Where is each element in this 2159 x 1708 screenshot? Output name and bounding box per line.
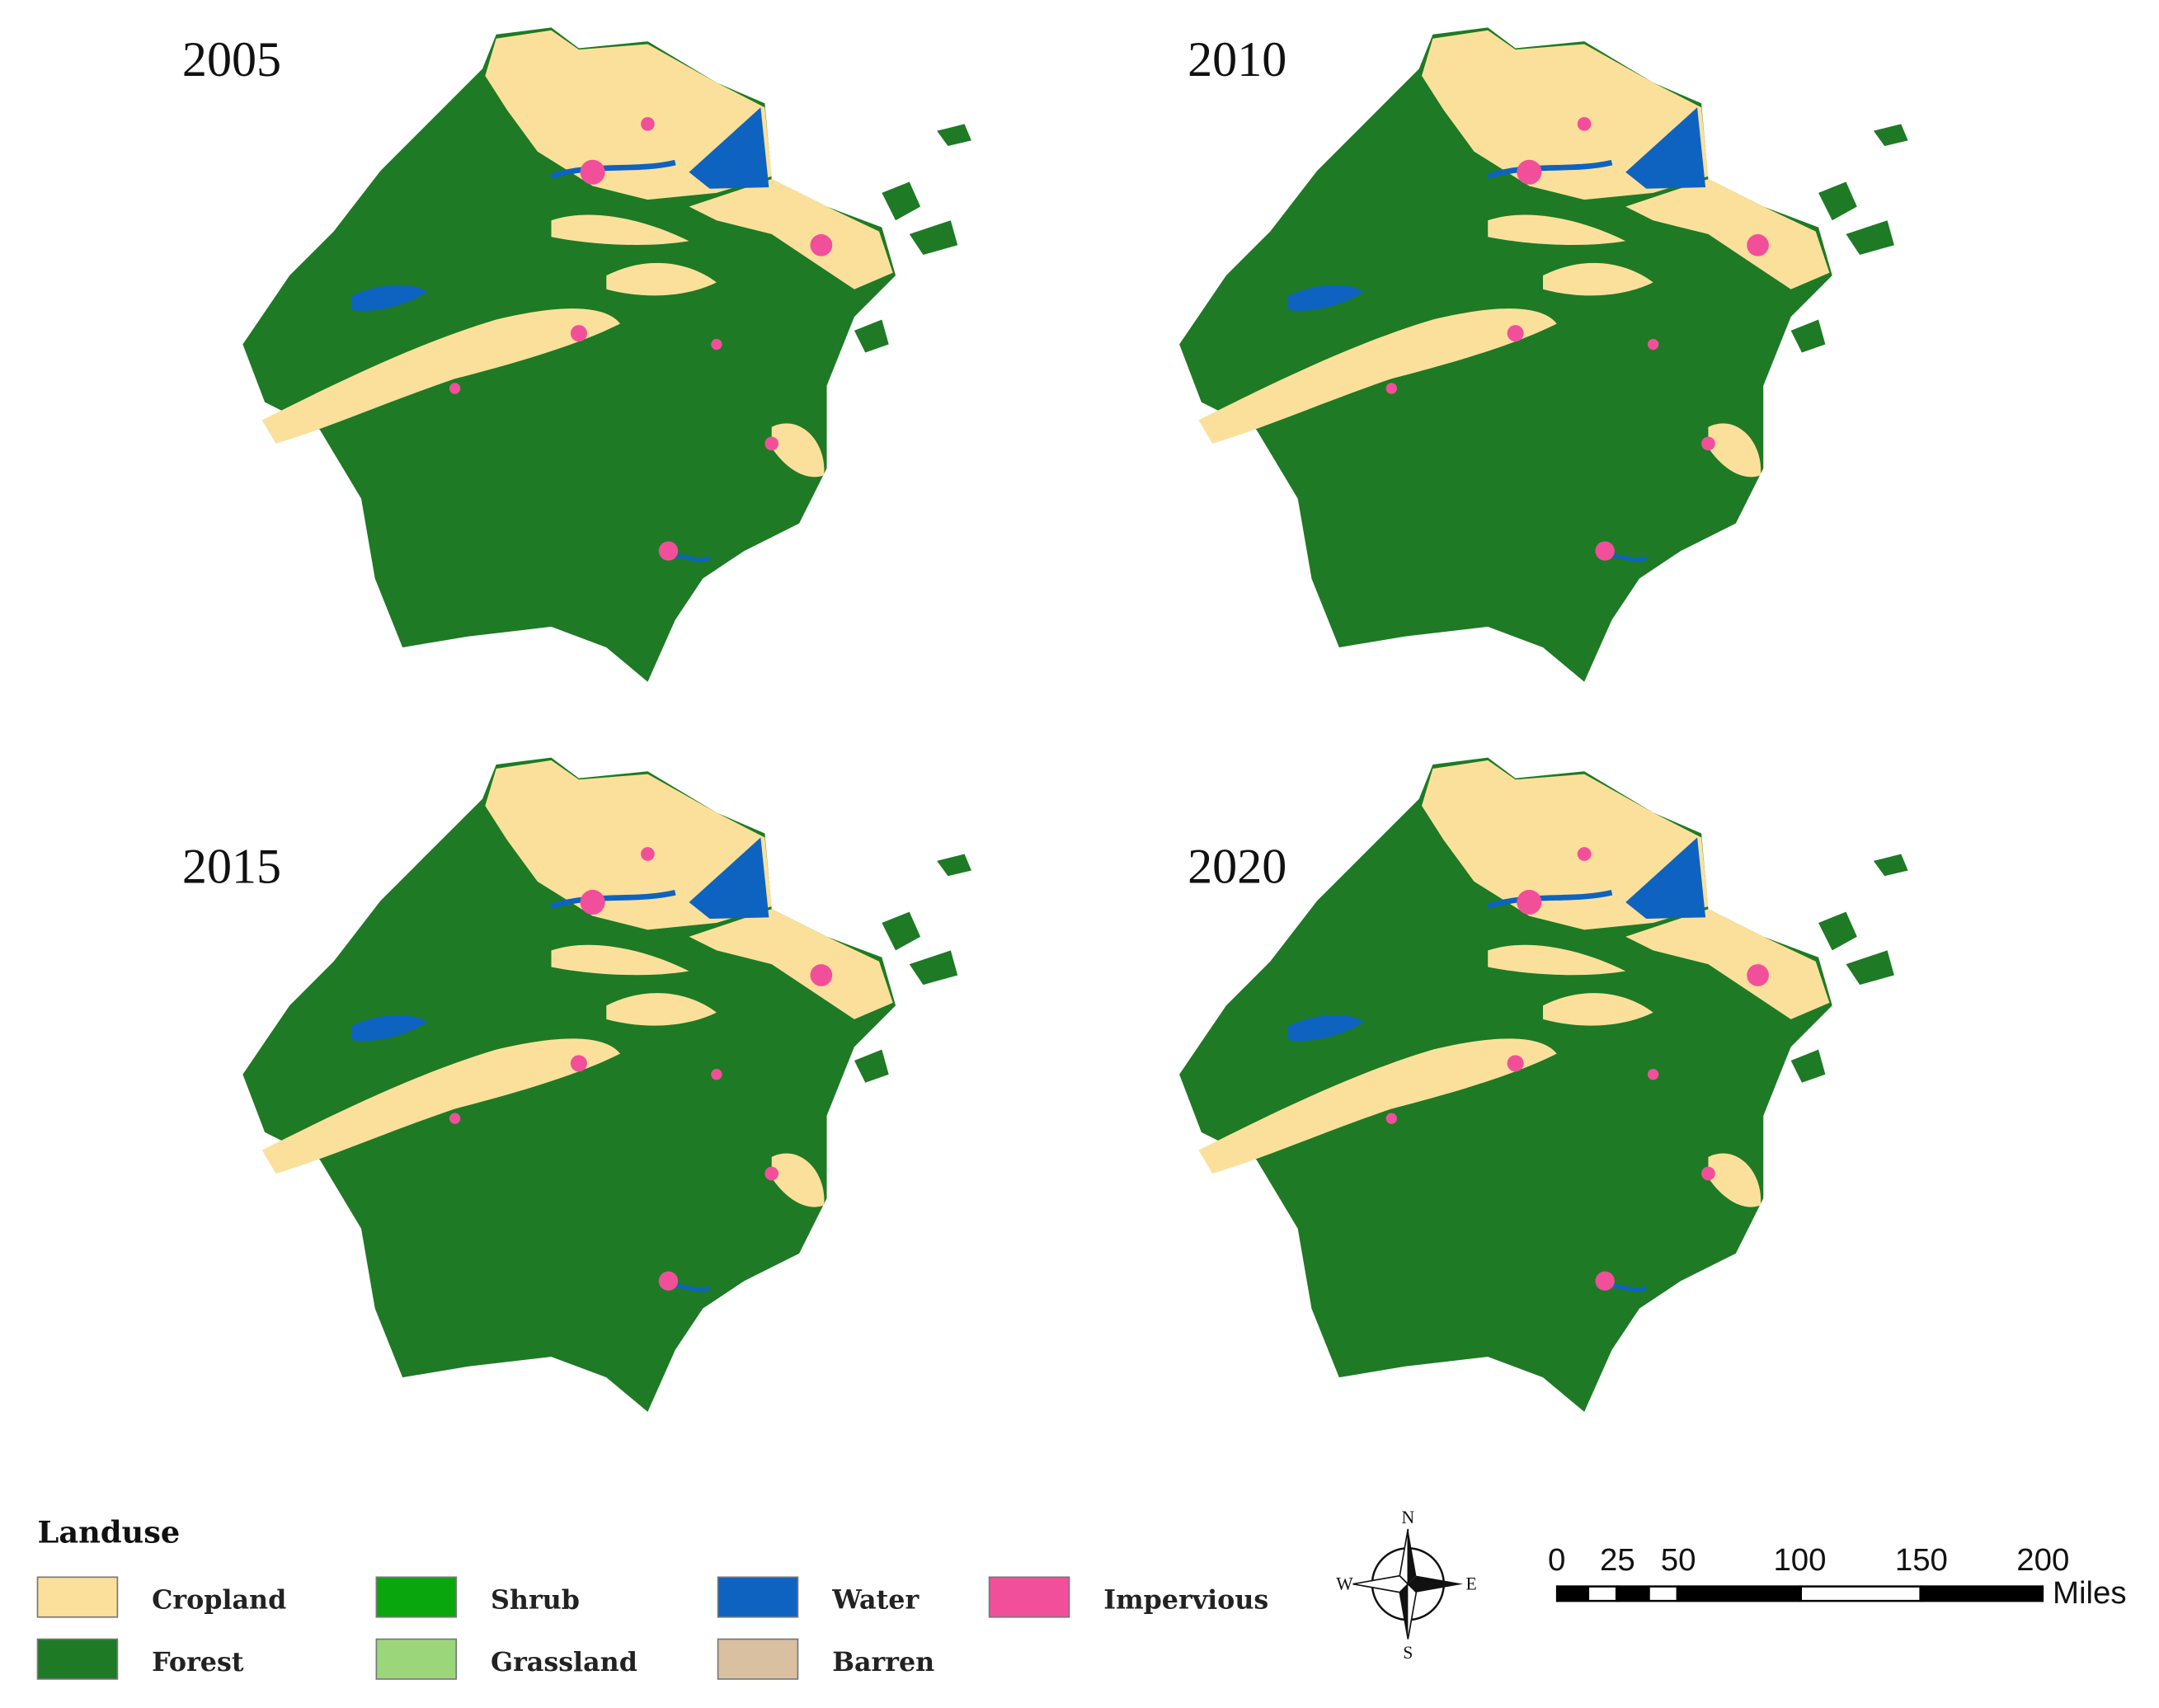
- scale-tick-label: 25: [1600, 1542, 1635, 1578]
- scale-tick-label: 0: [1548, 1542, 1565, 1578]
- compass-w: W: [1336, 1574, 1353, 1593]
- legend: Cropland Forest Shrub Grassland Water Barren I…: [36, 1576, 1268, 1680]
- scale-tick-label: 150: [1895, 1542, 1948, 1578]
- legend-swatch: [375, 1576, 458, 1618]
- compass-n: N: [1401, 1508, 1414, 1527]
- scale-bar-segment: [1801, 1587, 1920, 1600]
- compass-arrow: [1352, 1574, 1409, 1593]
- legend-title: Landuse: [38, 1515, 181, 1550]
- scale-bar-segment: [1649, 1587, 1677, 1600]
- panel-year: 2005: [182, 32, 281, 87]
- legend-label: Grassland: [491, 1647, 637, 1677]
- compass-s: S: [1403, 1643, 1413, 1663]
- map-2015: [242, 758, 971, 1412]
- scale-bar-segment: [1559, 1587, 1586, 1600]
- scale-tick-label: 200: [2016, 1542, 2069, 1578]
- map-2005: [242, 27, 971, 681]
- scale-tick-label: 100: [1773, 1542, 1826, 1578]
- legend-label: Water: [831, 1585, 920, 1616]
- scale-bar-segment: [1589, 1587, 1616, 1600]
- legend-label: Impervious: [1103, 1585, 1268, 1616]
- compass-arrow: [1399, 1528, 1409, 1586]
- legend-swatch: [375, 1638, 458, 1680]
- legend-swatch: [36, 1576, 119, 1618]
- legend-swatch: [36, 1638, 119, 1680]
- panel-year: 2010: [1188, 32, 1286, 87]
- legend-swatch: [717, 1576, 799, 1618]
- legend-swatch: [988, 1576, 1070, 1618]
- legend-swatch: [717, 1638, 799, 1680]
- scale-bar-segment: [1680, 1587, 1798, 1600]
- compass-e: E: [1466, 1574, 1477, 1593]
- compass-arrow: [1399, 1583, 1409, 1640]
- legend-label: Barren: [832, 1647, 934, 1677]
- legend-label: Forest: [152, 1647, 244, 1677]
- panel-year: 2015: [182, 840, 281, 895]
- legend-label: Shrub: [491, 1585, 580, 1616]
- compass: N S W E: [1336, 1508, 1477, 1663]
- map-2020: [1179, 758, 1908, 1412]
- scale-tick-label: 50: [1661, 1542, 1696, 1578]
- panel-year: 2020: [1188, 840, 1286, 895]
- legend-label: Cropland: [152, 1585, 286, 1616]
- scale-unit: Miles: [2053, 1575, 2127, 1611]
- scale-bar-segment: [1923, 1587, 2041, 1600]
- scale-bar-segment: [1619, 1587, 1646, 1600]
- compass-arrow: [1408, 1575, 1464, 1593]
- map-2010: [1179, 27, 1908, 681]
